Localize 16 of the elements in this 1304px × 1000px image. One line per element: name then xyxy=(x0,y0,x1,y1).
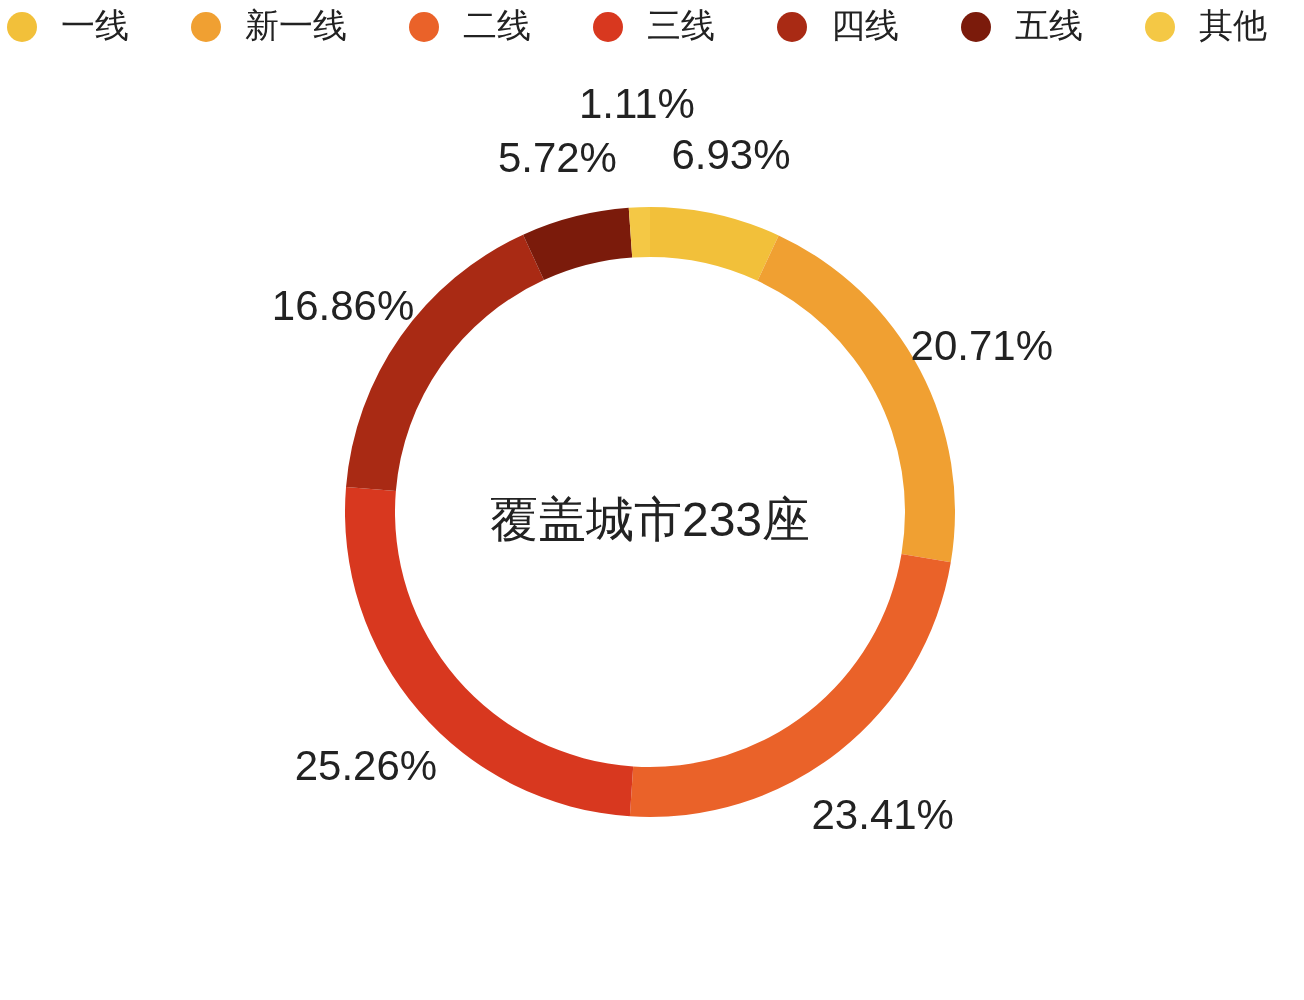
data-label: 23.41% xyxy=(811,791,954,839)
legend-label: 一线 xyxy=(61,6,129,44)
data-label: 6.93% xyxy=(671,130,791,178)
donut-slice xyxy=(523,207,633,281)
legend-label: 三线 xyxy=(647,6,715,44)
data-label: 5.72% xyxy=(497,133,617,181)
data-label: 16.86% xyxy=(271,281,415,329)
legend-label: 五线 xyxy=(1015,6,1083,44)
legend-label: 其他 xyxy=(1199,6,1267,44)
text: 覆盖城市233座 xyxy=(489,493,811,546)
data-label: 25.26% xyxy=(294,741,438,789)
data-label: 20.71% xyxy=(910,322,1054,370)
data-label: 1.11% xyxy=(578,79,695,127)
legend-label: 新一线 xyxy=(245,6,347,44)
legend-label: 二线 xyxy=(463,6,531,44)
legend-label: 四线 xyxy=(831,6,899,44)
